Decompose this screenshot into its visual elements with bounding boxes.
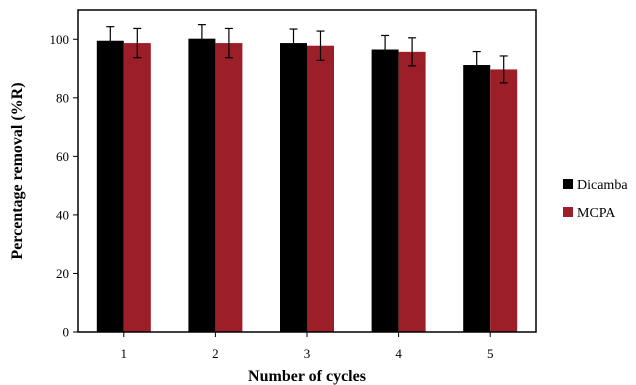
- legend-swatch-dicamba: [563, 179, 573, 189]
- y-axis-ticks: 0 20 40 60 80 100: [50, 32, 78, 340]
- legend: Dicamba MCPA: [563, 178, 628, 221]
- bar-mcpa-cycle-3: [307, 45, 334, 332]
- y-axis-title: Percentage removal (%R): [9, 82, 26, 259]
- y-tick-label: 100: [50, 32, 70, 47]
- bar-dicamba-cycle-4: [371, 49, 399, 332]
- x-axis-ticks: 1 2 3 4 5: [121, 332, 494, 361]
- x-tick-label: 5: [487, 346, 494, 361]
- y-tick-label: 60: [56, 149, 69, 164]
- legend-label-dicamba: Dicamba: [577, 178, 628, 193]
- bar-mcpa-cycle-5: [490, 69, 518, 332]
- bar-dicamba-cycle-1: [96, 40, 124, 333]
- bar-mcpa-cycle-1: [123, 43, 151, 332]
- legend-swatch-mcpa: [563, 207, 573, 217]
- legend-label-mcpa: MCPA: [577, 206, 616, 221]
- y-tick-label: 20: [56, 266, 69, 281]
- bar-dicamba-cycle-2: [188, 38, 216, 333]
- y-tick-label: 0: [63, 325, 70, 340]
- x-axis-title: Number of cycles: [248, 368, 366, 385]
- x-tick-label: 3: [304, 346, 311, 361]
- bars: [96, 38, 518, 333]
- x-tick-label: 1: [121, 346, 128, 361]
- bar-dicamba-cycle-3: [280, 43, 307, 332]
- y-tick-label: 80: [56, 90, 69, 105]
- bar-mcpa-cycle-4: [398, 51, 426, 333]
- error-bars: [106, 24, 508, 84]
- x-tick-label: 4: [395, 346, 402, 361]
- bar-dicamba-cycle-5: [463, 65, 491, 333]
- bar-mcpa-cycle-2: [215, 43, 243, 332]
- x-tick-label: 2: [212, 346, 219, 361]
- y-tick-label: 40: [56, 207, 69, 222]
